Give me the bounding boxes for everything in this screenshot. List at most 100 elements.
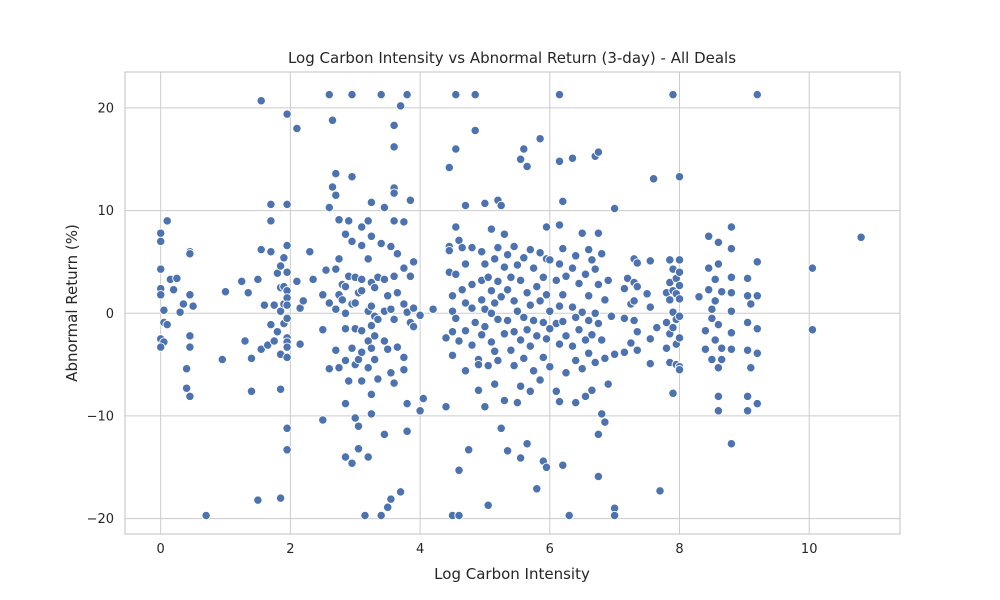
data-point xyxy=(590,357,600,368)
data-point xyxy=(451,89,461,100)
data-point xyxy=(600,417,610,427)
x-axis-label: Log Carbon Intensity xyxy=(434,565,590,583)
data-point xyxy=(512,306,523,316)
data-point xyxy=(464,445,474,455)
data-point xyxy=(496,292,506,302)
data-point xyxy=(493,276,503,287)
data-point xyxy=(282,199,292,210)
data-point xyxy=(674,172,685,182)
data-point xyxy=(480,402,490,412)
data-point xyxy=(519,312,529,323)
data-point xyxy=(551,386,561,396)
data-point xyxy=(571,251,581,261)
data-point xyxy=(509,241,519,252)
data-point xyxy=(454,336,464,346)
data-point xyxy=(577,307,587,317)
data-point xyxy=(256,96,266,106)
data-point xyxy=(269,300,279,310)
data-point xyxy=(363,452,373,462)
data-point xyxy=(622,273,633,284)
data-point xyxy=(509,327,519,337)
data-point xyxy=(490,298,500,308)
data-point xyxy=(713,259,724,269)
data-point xyxy=(376,238,386,249)
data-point xyxy=(535,375,545,385)
data-point xyxy=(609,349,620,359)
data-point xyxy=(366,231,377,241)
data-point xyxy=(593,279,604,290)
data-point xyxy=(386,494,396,504)
data-point xyxy=(282,300,292,310)
data-point xyxy=(347,172,357,182)
data-point xyxy=(344,376,354,386)
data-point xyxy=(324,89,334,100)
data-point xyxy=(674,365,685,375)
data-point xyxy=(305,247,315,257)
data-point xyxy=(577,364,587,374)
data-point xyxy=(350,298,360,308)
data-point xyxy=(402,426,412,436)
data-point xyxy=(185,249,195,259)
data-point xyxy=(717,287,727,297)
data-point xyxy=(383,502,393,512)
data-point xyxy=(561,368,571,378)
data-point xyxy=(713,319,724,330)
data-point xyxy=(717,343,727,353)
data-point xyxy=(347,343,357,353)
data-point xyxy=(541,462,552,472)
data-point xyxy=(483,360,493,371)
data-point xyxy=(340,308,351,318)
data-point xyxy=(376,510,386,521)
data-point xyxy=(178,299,189,309)
data-point xyxy=(558,460,568,470)
data-point xyxy=(564,510,574,521)
data-point xyxy=(451,269,461,279)
data-point xyxy=(408,321,419,332)
data-point xyxy=(370,331,380,341)
data-point xyxy=(408,303,419,313)
data-point xyxy=(259,300,270,310)
data-point xyxy=(538,317,548,328)
data-point xyxy=(538,352,548,363)
data-point xyxy=(331,264,341,274)
data-point xyxy=(480,321,490,332)
data-point xyxy=(256,344,266,354)
data-point xyxy=(389,142,399,152)
data-point xyxy=(457,242,467,253)
data-point xyxy=(567,153,578,163)
data-point xyxy=(856,232,866,242)
data-point xyxy=(528,315,539,326)
data-point xyxy=(451,313,461,324)
data-point xyxy=(340,324,351,334)
data-point xyxy=(597,335,607,345)
data-point xyxy=(661,343,672,353)
data-point xyxy=(584,244,594,255)
data-point xyxy=(477,247,487,257)
data-point xyxy=(392,249,403,259)
data-point xyxy=(308,274,318,285)
data-point xyxy=(405,271,416,281)
data-point xyxy=(156,228,166,238)
data-point xyxy=(156,236,166,247)
data-point xyxy=(344,216,354,226)
data-point xyxy=(519,144,529,154)
data-point xyxy=(493,314,503,325)
data-point xyxy=(415,310,425,320)
data-point xyxy=(331,190,341,200)
data-point xyxy=(554,339,565,349)
data-point xyxy=(282,313,292,324)
data-point xyxy=(185,290,195,300)
data-point xyxy=(717,354,727,365)
data-point xyxy=(713,391,724,402)
data-point xyxy=(590,308,600,318)
data-point xyxy=(535,248,545,258)
data-point xyxy=(496,200,506,211)
data-point xyxy=(331,345,341,355)
data-point xyxy=(609,510,620,521)
data-point xyxy=(632,327,642,337)
data-point xyxy=(340,229,351,239)
data-point xyxy=(156,290,166,300)
data-point xyxy=(477,295,487,305)
data-point xyxy=(668,388,678,398)
data-point xyxy=(674,280,685,291)
